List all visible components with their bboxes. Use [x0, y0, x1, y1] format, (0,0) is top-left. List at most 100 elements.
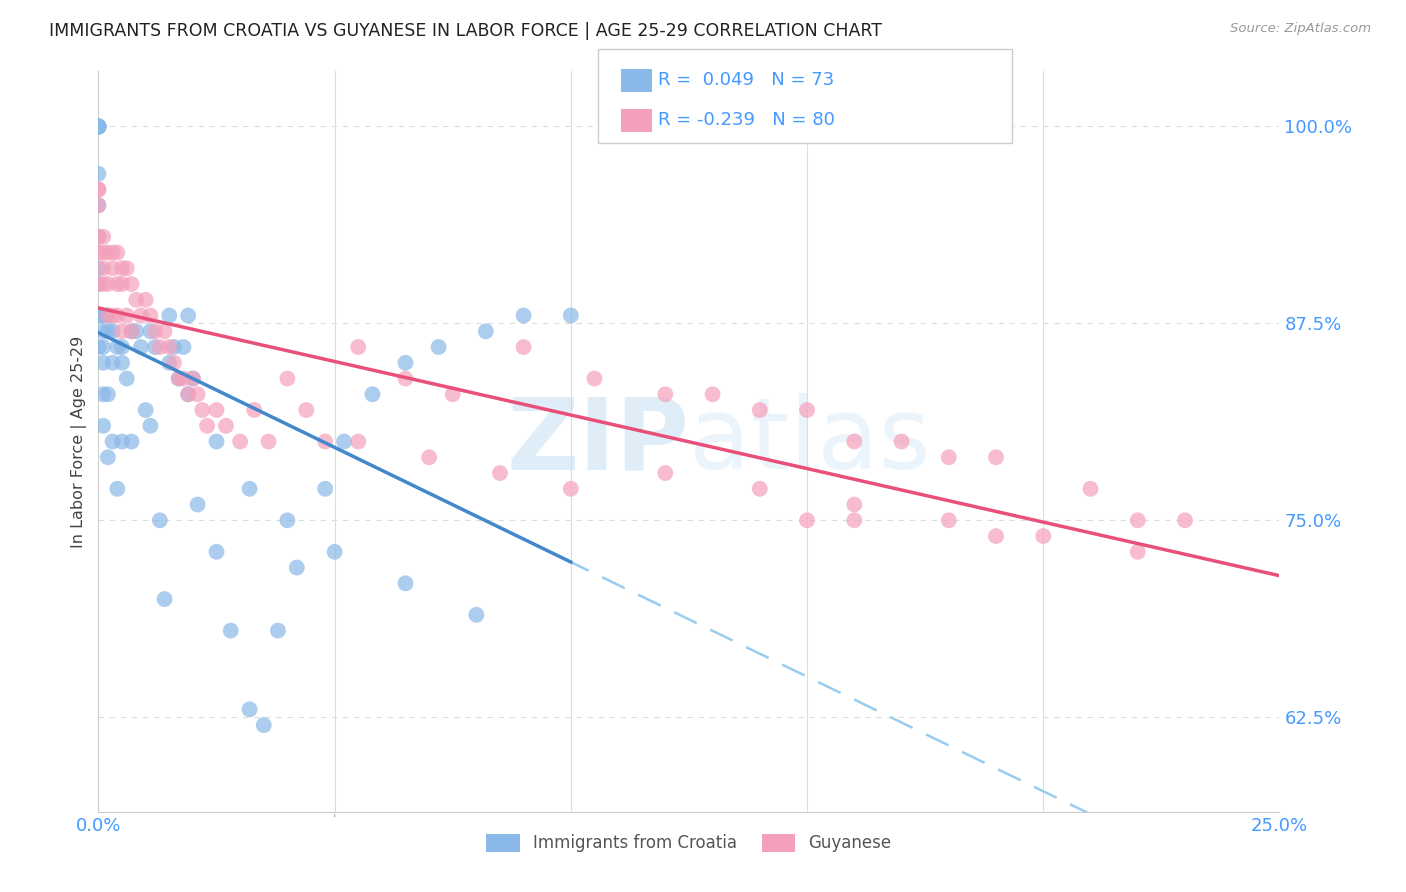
- Point: [87, 277, 110, 291]
- Point: [239, 482, 262, 496]
- Point: [418, 450, 440, 465]
- Point: [101, 309, 124, 323]
- Point: [394, 576, 416, 591]
- Point: [984, 529, 1007, 543]
- Point: [91, 418, 114, 433]
- Point: [101, 434, 124, 449]
- Point: [129, 309, 152, 323]
- Point: [1080, 482, 1102, 496]
- Point: [157, 309, 180, 323]
- Point: [139, 309, 162, 323]
- Point: [157, 340, 180, 354]
- Text: R = -0.239   N = 80: R = -0.239 N = 80: [658, 112, 835, 129]
- Text: R =  0.049   N = 73: R = 0.049 N = 73: [658, 71, 834, 89]
- Point: [101, 261, 124, 276]
- Point: [205, 403, 228, 417]
- Point: [1126, 545, 1149, 559]
- Point: [177, 387, 200, 401]
- Point: [97, 309, 120, 323]
- Point: [748, 403, 770, 417]
- Point: [129, 340, 152, 354]
- Point: [87, 120, 110, 134]
- Point: [475, 324, 498, 338]
- Point: [243, 403, 266, 417]
- Point: [87, 198, 110, 212]
- Point: [167, 371, 190, 385]
- Point: [177, 387, 200, 401]
- Point: [314, 434, 336, 449]
- Point: [361, 387, 384, 401]
- Point: [87, 120, 110, 134]
- Point: [181, 371, 204, 385]
- Point: [87, 340, 110, 354]
- Point: [1126, 513, 1149, 527]
- Point: [984, 450, 1007, 465]
- Point: [139, 324, 162, 338]
- Point: [91, 309, 114, 323]
- Point: [87, 182, 110, 196]
- Point: [87, 229, 110, 244]
- Text: IMMIGRANTS FROM CROATIA VS GUYANESE IN LABOR FORCE | AGE 25-29 CORRELATION CHART: IMMIGRANTS FROM CROATIA VS GUYANESE IN L…: [49, 22, 882, 40]
- Point: [276, 513, 298, 527]
- Point: [560, 482, 582, 496]
- Y-axis label: In Labor Force | Age 25-29: In Labor Force | Age 25-29: [72, 335, 87, 548]
- Point: [187, 498, 209, 512]
- Point: [167, 371, 190, 385]
- Point: [121, 277, 143, 291]
- Point: [394, 356, 416, 370]
- Point: [91, 277, 114, 291]
- Point: [177, 309, 200, 323]
- Point: [295, 403, 318, 417]
- Point: [91, 356, 114, 370]
- Point: [465, 607, 488, 622]
- Point: [139, 418, 162, 433]
- Point: [87, 198, 110, 212]
- Point: [323, 545, 346, 559]
- Point: [121, 434, 143, 449]
- Point: [115, 309, 138, 323]
- Point: [347, 340, 370, 354]
- Text: Source: ZipAtlas.com: Source: ZipAtlas.com: [1230, 22, 1371, 36]
- Text: atlas: atlas: [689, 393, 931, 490]
- Point: [195, 418, 218, 433]
- Point: [91, 261, 114, 276]
- Point: [105, 340, 128, 354]
- Point: [153, 324, 176, 338]
- Point: [215, 418, 238, 433]
- Point: [191, 403, 214, 417]
- Point: [314, 482, 336, 496]
- Point: [97, 309, 120, 323]
- Point: [427, 340, 450, 354]
- Point: [267, 624, 290, 638]
- Point: [87, 120, 110, 134]
- Point: [205, 434, 228, 449]
- Point: [87, 120, 110, 134]
- Point: [748, 482, 770, 496]
- Point: [97, 387, 120, 401]
- Legend: Immigrants from Croatia, Guyanese: Immigrants from Croatia, Guyanese: [479, 827, 898, 859]
- Point: [149, 340, 172, 354]
- Point: [1032, 529, 1054, 543]
- Point: [105, 245, 128, 260]
- Point: [101, 324, 124, 338]
- Point: [172, 371, 194, 385]
- Point: [87, 120, 110, 134]
- Point: [87, 120, 110, 134]
- Point: [101, 245, 124, 260]
- Point: [115, 371, 138, 385]
- Point: [115, 261, 138, 276]
- Point: [153, 592, 176, 607]
- Point: [87, 245, 110, 260]
- Point: [143, 324, 166, 338]
- Point: [87, 120, 110, 134]
- Point: [276, 371, 298, 385]
- Point: [111, 261, 134, 276]
- Point: [87, 229, 110, 244]
- Point: [91, 387, 114, 401]
- Point: [205, 545, 228, 559]
- Point: [87, 277, 110, 291]
- Point: [253, 718, 276, 732]
- Point: [105, 309, 128, 323]
- Point: [135, 403, 157, 417]
- Point: [157, 356, 180, 370]
